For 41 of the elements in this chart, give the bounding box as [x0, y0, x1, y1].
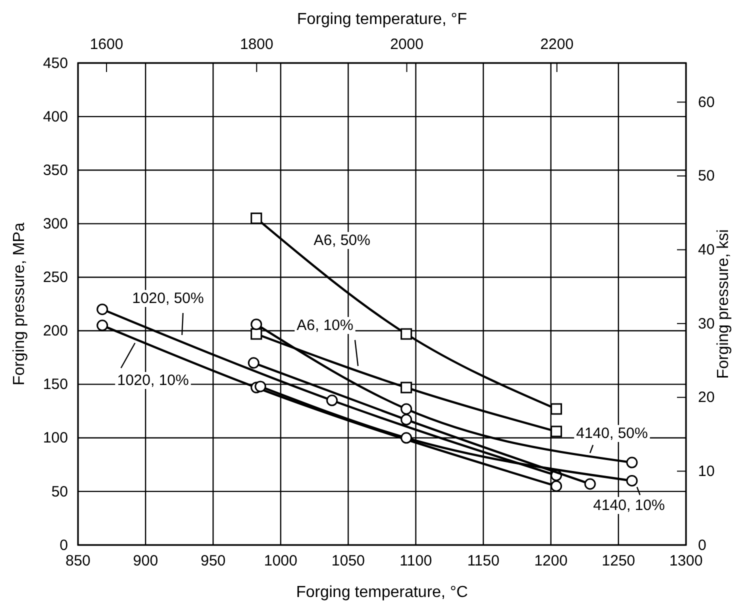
y-tick-label: 0	[60, 536, 68, 554]
x-tick-label: 1100	[400, 552, 432, 570]
x-tick-label: 1150	[467, 552, 500, 570]
x2-tick-label: 2200	[540, 36, 574, 53]
legend-label: 4140, 10%	[593, 496, 665, 514]
y2-tick-label: 40	[698, 242, 715, 259]
x2-tick-label: 2000	[390, 36, 424, 53]
x2-tick-label: 1800	[240, 36, 274, 53]
x-tick-label: 1300	[669, 552, 703, 570]
y-tick-label: 350	[42, 162, 68, 179]
x2-axis-title: Forging temperature, °F	[296, 11, 468, 28]
x-tick-label: 950	[200, 552, 226, 570]
series-label: 1020, 50%	[132, 290, 204, 307]
series-label: A6, 10%	[296, 316, 354, 334]
x-axis-title: Forging temperature, °C	[296, 584, 468, 601]
y2-tick-label: 0	[698, 536, 706, 554]
x-tick-label: 900	[133, 552, 158, 570]
y2-tick-label: 20	[698, 389, 715, 406]
x-tick-label: 1050	[332, 552, 365, 570]
y-tick-label: 300	[42, 215, 68, 232]
y2-axis-title: Forging pressure, ksi	[715, 229, 732, 379]
y2-tick-label: 50	[698, 168, 715, 185]
series-label: A6, 50%	[314, 232, 370, 249]
y-axis-title: Forging pressure, MPa	[11, 222, 28, 386]
y2-tick-label: 30	[698, 315, 715, 332]
y2-tick-label: 10	[698, 462, 715, 480]
x-tick-label: 1200	[534, 552, 568, 570]
y-tick-label: 450	[42, 54, 68, 72]
x-tick-label: 1000	[264, 552, 298, 570]
y-tick-label: 200	[42, 322, 68, 340]
legend-label: 1020, 10%	[117, 372, 189, 389]
y2-tick-label: 60	[698, 94, 715, 111]
series-label: 4140, 50%	[576, 424, 648, 442]
y-tick-label: 250	[42, 269, 68, 286]
x-tick-label: 850	[65, 552, 91, 570]
x-tick-label: 1250	[602, 552, 636, 570]
y-tick-label: 50	[51, 483, 68, 500]
x2-tick-label: 1600	[90, 36, 124, 53]
y-tick-label: 100	[42, 430, 68, 447]
y-tick-label: 400	[42, 108, 68, 126]
y-tick-label: 150	[42, 376, 68, 394]
